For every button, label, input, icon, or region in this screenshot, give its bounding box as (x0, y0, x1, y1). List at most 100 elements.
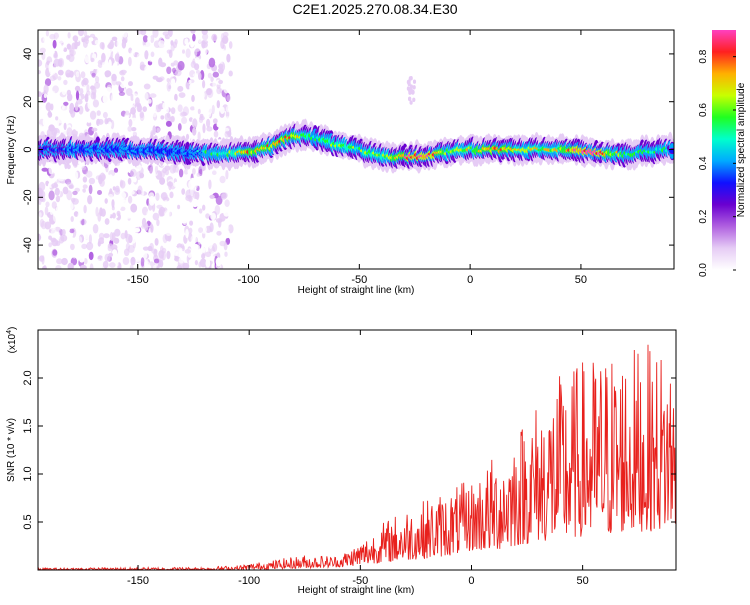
noise-speck (201, 30, 208, 35)
x-tick-label: -50 (351, 274, 367, 286)
noise-speck (158, 208, 164, 217)
noise-speck (159, 177, 166, 185)
noise-speck (86, 241, 94, 251)
noise-speck (38, 124, 43, 130)
noise-speck (115, 81, 122, 86)
noise-speck (67, 225, 70, 233)
noise-speck (117, 33, 124, 38)
noise-speck (55, 116, 59, 121)
noise-speck (120, 69, 127, 74)
noise-speck (623, 246, 627, 250)
snr-plot (38, 344, 676, 570)
noise-speck (113, 167, 119, 173)
noise-speck (168, 49, 173, 58)
noise-speck (663, 77, 666, 81)
noise-speck (147, 245, 153, 252)
noise-speck (190, 235, 197, 244)
noise-speck (155, 188, 161, 194)
noise-speck (165, 120, 172, 127)
noise-speck (176, 232, 181, 242)
noise-speck (233, 195, 237, 199)
noise-speck (55, 265, 62, 269)
noise-speck (625, 63, 628, 67)
noise-speck (66, 54, 71, 60)
noise-speck (537, 49, 541, 53)
noise-speck (93, 61, 99, 67)
noise-speck (48, 110, 52, 117)
noise-speck (101, 52, 106, 63)
noise-speck (110, 102, 116, 110)
noise-speck (230, 34, 233, 38)
y-tick-label: 0.5 (22, 514, 34, 529)
noise-speck (57, 76, 62, 81)
noise-speck (41, 197, 46, 203)
noise-speck (223, 127, 230, 132)
noise-speck (198, 72, 202, 80)
noise-speck (188, 79, 192, 84)
snr-xlabel: Height of straight line (km) (298, 585, 415, 596)
noise-speck (175, 251, 181, 257)
noise-speck (48, 242, 52, 248)
noise-speck (163, 124, 168, 131)
spur-speck (407, 87, 412, 93)
noise-speck (308, 204, 311, 208)
noise-speck (38, 262, 41, 268)
noise-speck (142, 35, 149, 43)
noise-speck (198, 36, 202, 44)
noise-speck (78, 236, 83, 244)
noise-speck (190, 41, 195, 48)
noise-speck (44, 221, 52, 230)
noise-speck (55, 240, 61, 246)
noise-speck (88, 184, 93, 195)
noise-speck (175, 30, 181, 38)
noise-speck (125, 214, 131, 219)
y-tick-label: 0 (22, 146, 34, 152)
noise-speck (207, 72, 212, 79)
noise-speck (131, 127, 137, 132)
noise-speck (107, 43, 114, 50)
noise-speck (397, 212, 400, 216)
noise-speck (173, 172, 179, 179)
noise-speck (49, 209, 54, 216)
noise-speck (212, 243, 218, 252)
noise-speck (120, 199, 128, 205)
noise-speck (118, 91, 125, 97)
noise-speck (137, 185, 143, 195)
noise-speck (437, 93, 440, 97)
noise-speck (223, 229, 230, 239)
noise-speck (144, 65, 151, 74)
noise-speck (476, 256, 479, 260)
noise-speck (208, 57, 216, 68)
noise-speck (73, 222, 80, 228)
noise-speck (224, 225, 230, 231)
noise-speck (114, 228, 121, 237)
noise-speck (78, 30, 84, 37)
noise-speck (120, 206, 126, 211)
noise-speck (668, 232, 671, 236)
noise-speck (127, 56, 132, 67)
noise-speck (108, 205, 113, 211)
noise-speck (194, 57, 200, 65)
noise-speck (62, 242, 66, 247)
noise-speck (174, 181, 178, 187)
noise-speck (149, 93, 157, 98)
noise-speck (182, 262, 190, 269)
noise-speck (210, 76, 214, 83)
noise-speck (158, 40, 165, 48)
noise-speck (144, 222, 149, 231)
noise-speck (48, 164, 54, 175)
noise-speck (110, 93, 117, 103)
noise-speck (486, 232, 490, 236)
noise-speck (206, 118, 211, 128)
noise-speck (87, 113, 91, 124)
noise-speck (164, 200, 168, 206)
noise-speck (406, 112, 409, 116)
noise-speck (130, 49, 135, 57)
noise-speck (125, 201, 132, 212)
noise-speck (69, 184, 75, 189)
noise-speck (202, 80, 206, 89)
noise-speck (90, 57, 95, 63)
spur-speck (409, 100, 413, 105)
noise-speck (99, 42, 105, 50)
spur-speck (409, 76, 413, 81)
